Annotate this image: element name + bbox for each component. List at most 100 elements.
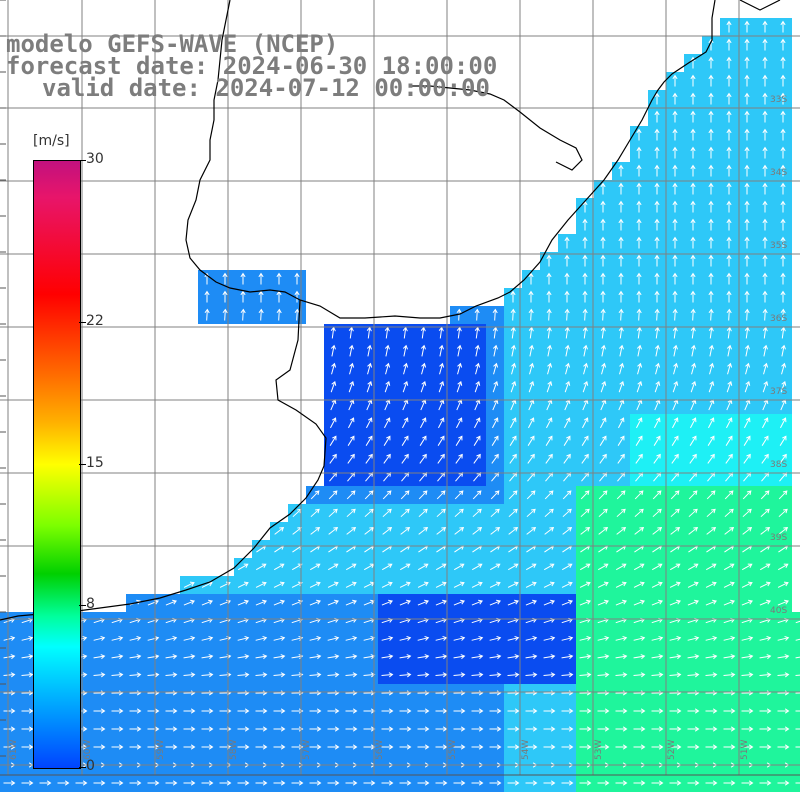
- wind-arrow: [273, 726, 286, 732]
- wind-arrow: [346, 490, 356, 500]
- wind-arrow: [401, 453, 409, 464]
- wind-arrow: [672, 326, 678, 339]
- coastline: [0, 0, 781, 621]
- forecast-date: forecast date: 2024-06-30 18:00:00: [6, 52, 498, 80]
- wind-arrow: [348, 417, 355, 429]
- wind-arrow: [600, 200, 606, 213]
- wind-arrow: [345, 744, 358, 750]
- wind-arrow: [779, 453, 787, 464]
- wind-arrow: [327, 563, 339, 571]
- wind-arrow: [726, 74, 732, 87]
- wind-arrow: [348, 344, 354, 357]
- wind-arrow: [762, 326, 768, 339]
- wind-arrow: [669, 672, 682, 678]
- wind-arrow: [654, 164, 660, 177]
- wind-arrow: [327, 599, 339, 606]
- wind-arrow: [381, 726, 394, 732]
- wind-arrow: [273, 654, 286, 660]
- wind-arrow: [597, 599, 609, 606]
- wind-arrow: [273, 744, 286, 750]
- wind-arrow: [93, 780, 106, 786]
- wind-arrow: [3, 744, 16, 750]
- wind-arrow: [507, 780, 520, 786]
- wind-arrow: [762, 146, 768, 159]
- wind-arrow: [777, 672, 790, 678]
- wind-arrow: [453, 563, 465, 571]
- wind-arrow: [528, 290, 534, 303]
- wind-arrow: [471, 780, 484, 786]
- wind-arrow: [453, 672, 466, 678]
- wind-arrow: [654, 218, 660, 231]
- wind-arrow: [561, 581, 573, 588]
- wind-arrow: [634, 508, 644, 518]
- wind-arrow: [420, 344, 426, 357]
- wind-arrow: [417, 708, 430, 714]
- wind-arrow: [381, 599, 393, 606]
- wind-arrow: [636, 326, 642, 339]
- wind-arrow: [600, 272, 606, 285]
- latitude-label: 33S: [770, 95, 787, 105]
- wind-arrow: [165, 599, 177, 606]
- wind-arrow: [579, 726, 592, 732]
- wind-arrow: [201, 599, 213, 606]
- wind-arrow: [617, 453, 625, 464]
- wind-arrow: [402, 326, 408, 339]
- wind-arrow: [453, 726, 466, 732]
- wind-arrow: [417, 635, 430, 641]
- wind-arrow: [707, 435, 715, 446]
- wind-arrow: [418, 527, 429, 535]
- wind-arrow: [21, 654, 34, 660]
- wind-arrow: [435, 654, 448, 660]
- wind-arrow: [471, 563, 483, 571]
- wind-arrow: [327, 780, 340, 786]
- wind-arrow: [309, 599, 321, 606]
- wind-arrow: [618, 417, 625, 429]
- wind-arrow: [670, 508, 680, 518]
- wind-arrow: [744, 308, 750, 321]
- wind-arrow: [706, 527, 717, 535]
- wind-arrow: [435, 563, 447, 571]
- wind-arrow: [345, 635, 358, 641]
- wind-arrow: [527, 453, 535, 464]
- wind-arrow: [780, 92, 786, 105]
- wind-arrow: [579, 780, 592, 786]
- wind-arrow: [725, 453, 733, 464]
- wind-arrow: [563, 453, 571, 464]
- wind-arrow: [329, 453, 337, 464]
- wind-arrow: [762, 272, 768, 285]
- wind-arrow: [490, 508, 500, 518]
- wind-arrow: [417, 672, 430, 678]
- wind-arrow: [472, 508, 482, 518]
- wind-arrow: [690, 254, 696, 267]
- wind-arrow: [744, 146, 750, 159]
- wind-arrow: [654, 290, 660, 303]
- wind-arrow: [510, 380, 517, 393]
- colorbar-tick-mark: [79, 767, 86, 768]
- wind-arrow: [543, 672, 556, 678]
- wind-arrow: [723, 690, 736, 696]
- model-title: modelo GEFS-WAVE (NCEP): [6, 30, 339, 58]
- wind-arrow: [129, 690, 142, 696]
- wind-arrow: [744, 272, 750, 285]
- wind-arrow: [615, 672, 628, 678]
- wind-arrow: [507, 635, 520, 641]
- wind-arrow: [690, 417, 697, 429]
- wind-arrow: [475, 362, 481, 375]
- wind-arrow: [165, 780, 178, 786]
- wind-arrow: [687, 654, 700, 660]
- wind-arrow: [687, 744, 700, 750]
- wind-arrow: [780, 164, 786, 177]
- wind-arrow: [474, 380, 481, 393]
- wind-arrow: [346, 527, 357, 535]
- wind-arrow: [309, 654, 322, 660]
- wind-arrow: [651, 654, 664, 660]
- wind-arrow: [75, 780, 88, 786]
- wind-arrow: [633, 726, 646, 732]
- latitude-label: 35S: [770, 241, 787, 251]
- lat-lon-grid: [0, 0, 800, 776]
- wind-arrow: [708, 290, 714, 303]
- wind-arrow: [21, 708, 34, 714]
- wind-arrow: [507, 654, 520, 660]
- wind-arrow: [309, 744, 322, 750]
